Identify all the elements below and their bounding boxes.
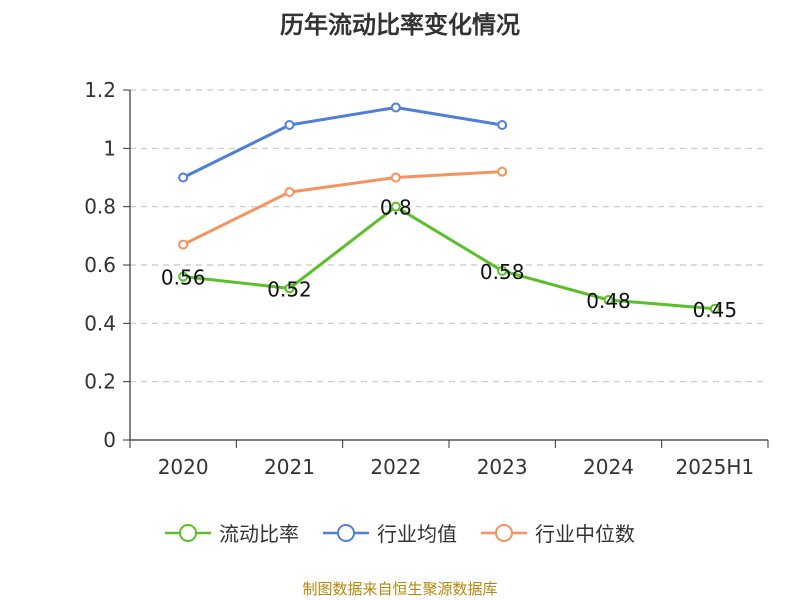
legend: 流动比率 行业均值 行业中位数 — [0, 518, 800, 547]
source-note: 制图数据来自恒生聚源数据库 — [302, 580, 498, 598]
legend-line-icon — [481, 523, 527, 542]
legend-item-industry-mean[interactable]: 行业均值 — [323, 518, 457, 547]
data-point — [390, 172, 401, 183]
data-point — [178, 239, 189, 250]
y-tick-label: 0.4 — [84, 311, 116, 335]
grid-lines — [130, 89, 768, 383]
x-tick-label: 2025H1 — [675, 455, 754, 479]
chart-title: 历年流动比率变化情况 — [280, 11, 520, 39]
data-point — [390, 102, 401, 113]
series-line — [182, 106, 503, 179]
data-point — [284, 187, 295, 198]
data-point — [178, 172, 189, 183]
y-tick-label: 1.2 — [84, 78, 116, 102]
data-point — [178, 271, 189, 282]
legend-label: 行业中位数 — [535, 522, 635, 546]
y-tick-label: 0.2 — [84, 370, 116, 394]
series-line — [182, 170, 503, 246]
y-tick-label: 0.8 — [84, 195, 116, 219]
x-tick-label: 2023 — [477, 455, 528, 479]
y-tick-label: 0 — [103, 428, 116, 452]
data-point — [709, 303, 720, 314]
data-point — [497, 120, 508, 130]
data-point — [284, 120, 295, 130]
legend-line-icon — [165, 523, 211, 542]
x-tick-label: 2020 — [158, 455, 209, 479]
axes: 0 0.2 0.4 0.6 0.8 1 1.2 2020 2021 2022 2023 2024 202… — [84, 78, 769, 479]
legend-item-industry-median[interactable]: 行业中位数 — [481, 518, 635, 547]
data-point — [390, 201, 401, 212]
data-label: 0.45 — [693, 298, 738, 322]
data-point — [603, 295, 614, 305]
x-tick-label: 2022 — [370, 455, 421, 479]
data-point — [284, 283, 295, 294]
x-tick-label: 2021 — [264, 455, 315, 479]
data-label: 0.58 — [480, 260, 525, 284]
series-lines — [178, 102, 720, 314]
legend-label: 流动比率 — [219, 522, 299, 546]
x-tick-label: 2024 — [583, 455, 634, 479]
legend-item-current-ratio[interactable]: 流动比率 — [165, 518, 299, 547]
data-label: 0.8 — [380, 196, 412, 220]
data-point — [497, 265, 508, 276]
y-tick-label: 0.6 — [84, 253, 116, 277]
y-tick-label: 1 — [103, 136, 116, 160]
series-line — [183, 205, 715, 311]
legend-line-icon — [323, 523, 369, 542]
data-label: 0.52 — [267, 277, 312, 301]
data-point — [497, 166, 508, 177]
legend-label: 行业均值 — [377, 522, 457, 546]
data-label: 0.48 — [586, 289, 631, 313]
data-labels: 0.56 0.52 0.8 0.58 0.48 0.45 — [161, 196, 737, 322]
data-label: 0.56 — [161, 266, 206, 290]
